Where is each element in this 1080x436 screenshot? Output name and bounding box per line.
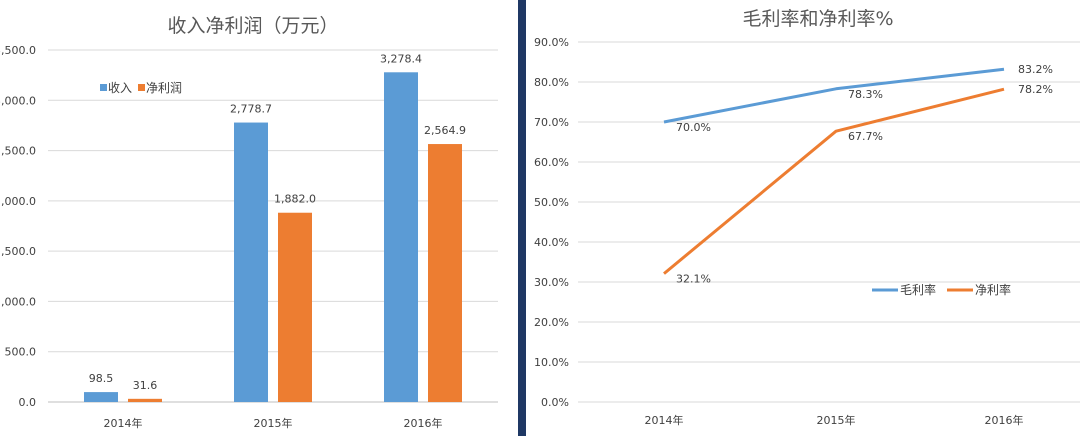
line-chart-gridlines <box>578 41 1080 403</box>
bar-chart-title: 收入净利润（万元） <box>167 15 338 37</box>
margin-line-chart: 毛利率和净利率% 0.0% 10.0% 20.0% 30.0% 40.0% 50.0% 60… <box>534 8 1080 427</box>
legend-swatch-revenue <box>100 84 107 91</box>
line-data-label: 83.2% <box>1018 63 1053 76</box>
revenue-profit-bar-chart: 收入净利润（万元） 0.0 500.0 1,000.0 1,500.0 2,000.0 2… <box>0 0 518 436</box>
bar-y-tick-label: 1,000.0 <box>0 295 36 308</box>
legend-label-net-margin: 净利率 <box>975 282 1011 297</box>
line-y-tick-label: 80.0% <box>534 76 569 89</box>
line-y-tick-label: 0.0% <box>541 396 569 409</box>
bar-chart-bars: 98.5 31.6 2,778.7 1,882.0 3,278.4 2,564.9 <box>84 52 466 403</box>
bar-x-tick-label: 2014年 <box>104 416 143 430</box>
bar-y-tick-label: 3,000.0 <box>0 94 36 107</box>
bar-revenue <box>384 72 418 403</box>
line-chart-x-axis: 2014年 2015年 2016年 <box>645 413 1024 427</box>
line-y-tick-label: 10.0% <box>534 356 569 369</box>
line-x-tick-label: 2016年 <box>985 413 1024 427</box>
line-data-label: 78.3% <box>848 88 883 101</box>
line-x-tick-label: 2014年 <box>645 413 684 427</box>
line-y-tick-label: 20.0% <box>534 316 569 329</box>
line-series-gross-margin <box>663 67 1005 124</box>
bar-net-profit <box>128 398 162 402</box>
legend-swatch-net-profit <box>138 84 145 91</box>
line-y-tick-label: 50.0% <box>534 196 569 209</box>
line-chart-series: 70.0% 78.3% 83.2% 32.1% 67.7% 78.2% <box>663 63 1053 286</box>
bar-data-label: 3,278.4 <box>380 52 422 65</box>
bar-data-label: 1,882.0 <box>274 193 316 206</box>
bar-y-tick-label: 1,500.0 <box>0 245 36 258</box>
line-data-label: 78.2% <box>1018 83 1053 96</box>
bar-data-label: 31.6 <box>133 379 158 392</box>
line-chart-title: 毛利率和净利率% <box>742 8 893 30</box>
line-y-tick-label: 40.0% <box>534 236 569 249</box>
bar-data-label: 98.5 <box>89 372 114 385</box>
bar-x-tick-label: 2015年 <box>254 416 293 430</box>
bar-chart-x-axis: 2014年 2015年 2016年 <box>48 401 498 430</box>
line-data-label: 70.0% <box>676 121 711 134</box>
bar-revenue <box>84 392 118 402</box>
bar-chart-y-axis: 0.0 500.0 1,000.0 1,500.0 2,000.0 2,500.0 3,00… <box>0 44 36 409</box>
line-series-net-margin <box>663 87 1005 275</box>
legend-label-net-profit: 净利润 <box>146 81 182 95</box>
bar-chart-legend: 收入 净利润 <box>100 81 182 95</box>
legend-label-gross-margin: 毛利率 <box>900 282 936 297</box>
line-chart-legend: 毛利率 净利率 <box>872 282 1011 297</box>
bar-y-tick-label: 3,500.0 <box>0 44 36 57</box>
bar-x-tick-label: 2016年 <box>404 416 443 430</box>
line-data-label: 32.1% <box>676 273 711 286</box>
bar-data-label: 2,778.7 <box>230 103 272 116</box>
line-x-tick-label: 2015年 <box>817 413 856 427</box>
bar-net-profit <box>278 212 312 402</box>
line-chart-y-axis: 0.0% 10.0% 20.0% 30.0% 40.0% 50.0% 60.0% 70.0% 8… <box>534 36 569 409</box>
bar-y-tick-label: 500.0 <box>5 346 37 359</box>
line-y-tick-label: 70.0% <box>534 116 569 129</box>
panel-divider <box>518 0 526 436</box>
bar-net-profit <box>428 144 462 402</box>
bar-data-label: 2,564.9 <box>424 124 466 137</box>
line-y-tick-label: 30.0% <box>534 276 569 289</box>
line-y-tick-label: 60.0% <box>534 156 569 169</box>
bar-y-tick-label: 0.0 <box>19 396 37 409</box>
bar-y-tick-label: 2,500.0 <box>0 145 36 158</box>
line-y-tick-label: 90.0% <box>534 36 569 49</box>
line-data-label: 67.7% <box>848 130 883 143</box>
bar-revenue <box>234 122 268 402</box>
legend-label-revenue: 收入 <box>108 81 132 95</box>
bar-y-tick-label: 2,000.0 <box>0 195 36 208</box>
